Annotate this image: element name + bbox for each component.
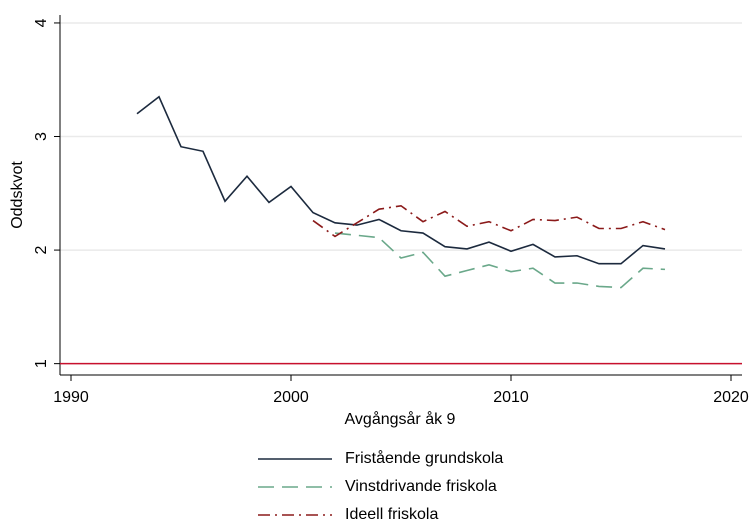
x-tick-label: 2020 xyxy=(713,389,749,406)
series-line xyxy=(136,95,666,265)
series-line xyxy=(334,232,666,289)
x-axis-label: Avgångsår åk 9 xyxy=(345,410,456,428)
y-tick-label: 4 xyxy=(33,18,50,27)
y-axis-label: Oddskvot xyxy=(9,161,26,229)
legend-label: Vinstdrivande friskola xyxy=(345,478,497,495)
legend-label: Ideell friskola xyxy=(345,506,438,522)
x-tick-label: 2000 xyxy=(273,389,309,406)
series-line xyxy=(312,204,666,238)
legend-label: Fristående grundskola xyxy=(345,449,503,467)
y-tick-label: 1 xyxy=(33,359,50,368)
y-tick-label: 2 xyxy=(33,246,50,255)
y-tick-label: 3 xyxy=(33,132,50,141)
x-tick-label: 2010 xyxy=(493,389,529,406)
x-tick-label: 1990 xyxy=(53,389,89,406)
